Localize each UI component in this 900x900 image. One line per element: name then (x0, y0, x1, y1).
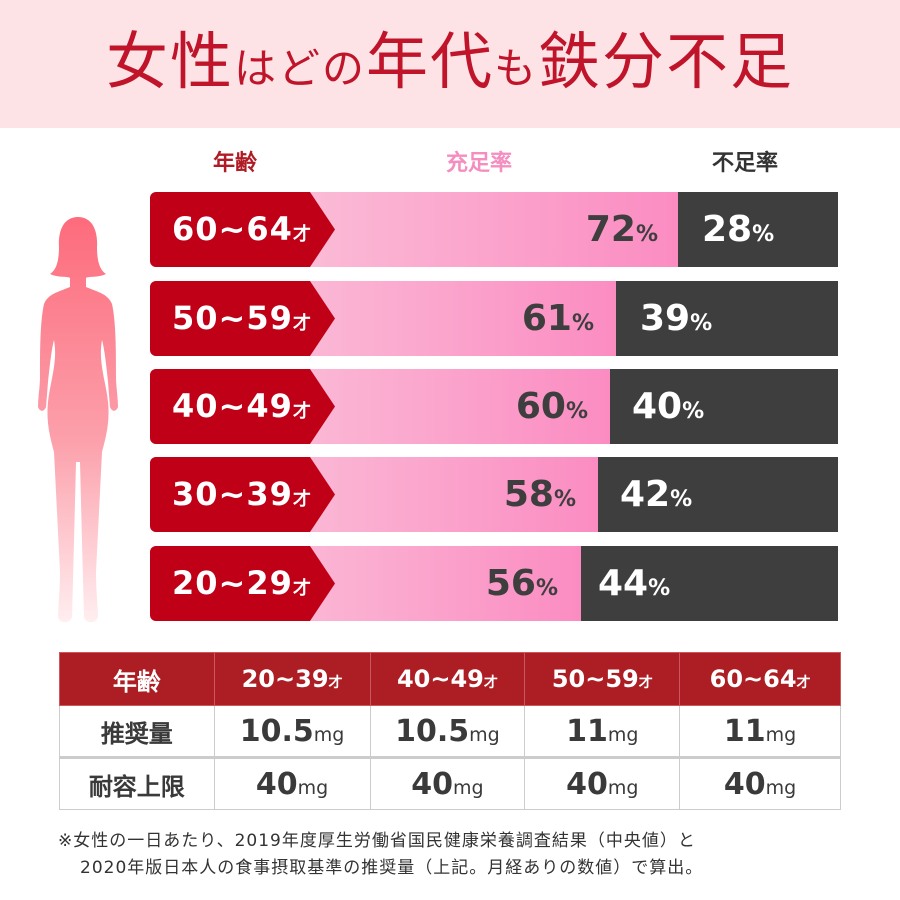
table-cell: 40mg (369, 757, 526, 810)
table-cell: 11mg (679, 705, 841, 759)
row-label: 推奨量 (59, 705, 215, 759)
footnote: ※女性の一日あたり、2019年度厚生労働省国民健康栄養調査結果（中央値）と 20… (58, 828, 858, 882)
age-label: 20~29才 (172, 564, 312, 602)
deficient-value: 39% (640, 298, 713, 339)
table-cell: 40mg (524, 757, 681, 810)
age-label-tag (150, 369, 335, 444)
column-header-sufficient: 充足率 (446, 151, 513, 176)
deficient-bar (616, 281, 838, 356)
table-header-row: 年齢 20~39才 40~49才 50~59才 60~64才 (59, 652, 841, 706)
deficient-bar (678, 192, 838, 267)
age-label-tag (150, 192, 335, 267)
row-label: 耐容上限 (59, 757, 215, 810)
chart-row-50-59: 50~59才 61% 39% (150, 281, 838, 356)
deficient-value: 28% (702, 209, 775, 250)
table-cell: 40mg (213, 757, 371, 810)
deficient-value: 44% (598, 563, 671, 604)
deficient-bar (581, 546, 838, 621)
chart-row-60-64: 60~64才 72% 28% (150, 192, 838, 267)
chart-row-40-49: 40~49才 60% 40% (150, 369, 838, 444)
table-header-cell: 20~39才 (213, 652, 371, 706)
footnote-line-1: ※女性の一日あたり、2019年度厚生労働省国民健康栄養調査結果（中央値）と (58, 831, 696, 851)
table-header-label: 年齢 (59, 652, 215, 706)
title-band (0, 0, 900, 128)
chart-row-30-39: 30~39才 58% 42% (150, 457, 838, 532)
age-label-tag (150, 457, 335, 532)
deficient-bar (598, 457, 838, 532)
woman-silhouette-icon (38, 217, 118, 623)
table-header-cell: 50~59才 (524, 652, 681, 706)
table-row-upper-limit: 耐容上限 40mg 40mg 40mg 40mg (59, 757, 841, 810)
chart-row-20-29: 20~29才 56% 44% (150, 546, 838, 621)
sufficient-value: 72% (585, 209, 658, 250)
table-cell: 40mg (679, 757, 841, 810)
age-label: 30~39才 (172, 475, 312, 513)
age-label: 40~49才 (172, 387, 312, 425)
column-header-deficient: 不足率 (712, 151, 779, 176)
table-row-recommended: 推奨量 10.5mg 10.5mg 11mg 11mg (59, 705, 841, 759)
deficient-value: 40% (632, 386, 705, 427)
table-cell: 10.5mg (369, 705, 526, 759)
deficient-value: 42% (620, 474, 693, 515)
sufficient-value: 58% (503, 474, 576, 515)
page-title: 女性はどの年代も鉄分不足 (105, 25, 795, 98)
column-header-age: 年齢 (213, 151, 258, 176)
age-label-tag (150, 546, 335, 621)
footnote-line-2: 2020年版日本人の食事摂取基準の推奨量（上記。月経ありの数値）で算出。 (80, 858, 704, 878)
table-header-cell: 40~49才 (369, 652, 526, 706)
sufficient-value: 60% (515, 386, 588, 427)
sufficient-value: 61% (521, 298, 594, 339)
table-cell: 10.5mg (213, 705, 371, 759)
table-header-cell: 60~64才 (679, 652, 841, 706)
deficient-bar (610, 369, 838, 444)
sufficient-value: 56% (485, 563, 558, 604)
age-label: 50~59才 (172, 299, 312, 337)
age-label: 60~64才 (172, 210, 312, 248)
iron-recommendation-table: 年齢 20~39才 40~49才 50~59才 60~64才 推奨量 10.5m… (59, 652, 841, 810)
age-label-tag (150, 281, 335, 356)
table-cell: 11mg (524, 705, 681, 759)
